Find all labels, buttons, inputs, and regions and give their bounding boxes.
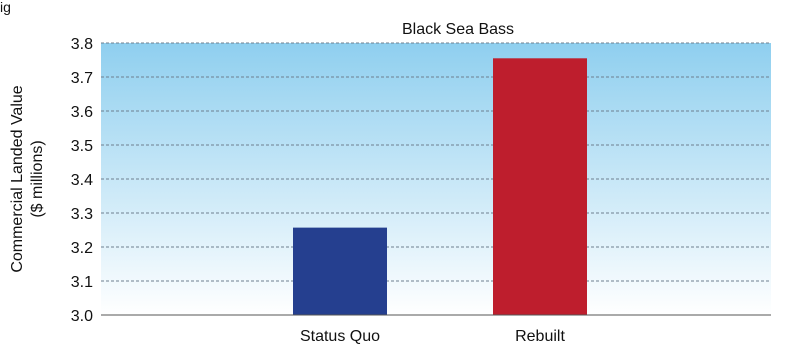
bars [293,58,587,316]
chart-title: Black Sea Bass [402,21,514,38]
x-axis-categories: Status Quo Rebuilt [300,328,565,345]
y-axis-ticks: 3.0 3.1 3.2 3.3 3.4 3.5 3.6 3.7 3.8 [71,36,93,325]
y-tick-label: 3.5 [71,138,93,155]
bar-rebuilt [493,58,587,316]
y-axis-label-line-2: ($ millions) [29,140,46,217]
y-tick-label: 3.4 [71,172,93,189]
y-tick-label: 3.8 [71,36,93,53]
y-axis-label-line-1: Commercial Landed Value [9,85,26,272]
y-tick-label: 3.6 [71,104,93,121]
x-category-label: Status Quo [300,328,380,345]
x-category-label: Rebuilt [515,328,565,345]
y-tick-label: 3.0 [71,308,93,325]
y-tick-label: 3.7 [71,70,93,87]
bar-status-quo [293,227,387,315]
y-tick-label: 3.1 [71,274,93,291]
gridlines [101,42,771,282]
y-tick-label: 3.2 [71,240,93,257]
page-corner-text: ig [0,0,11,15]
y-tick-label: 3.3 [71,206,93,223]
